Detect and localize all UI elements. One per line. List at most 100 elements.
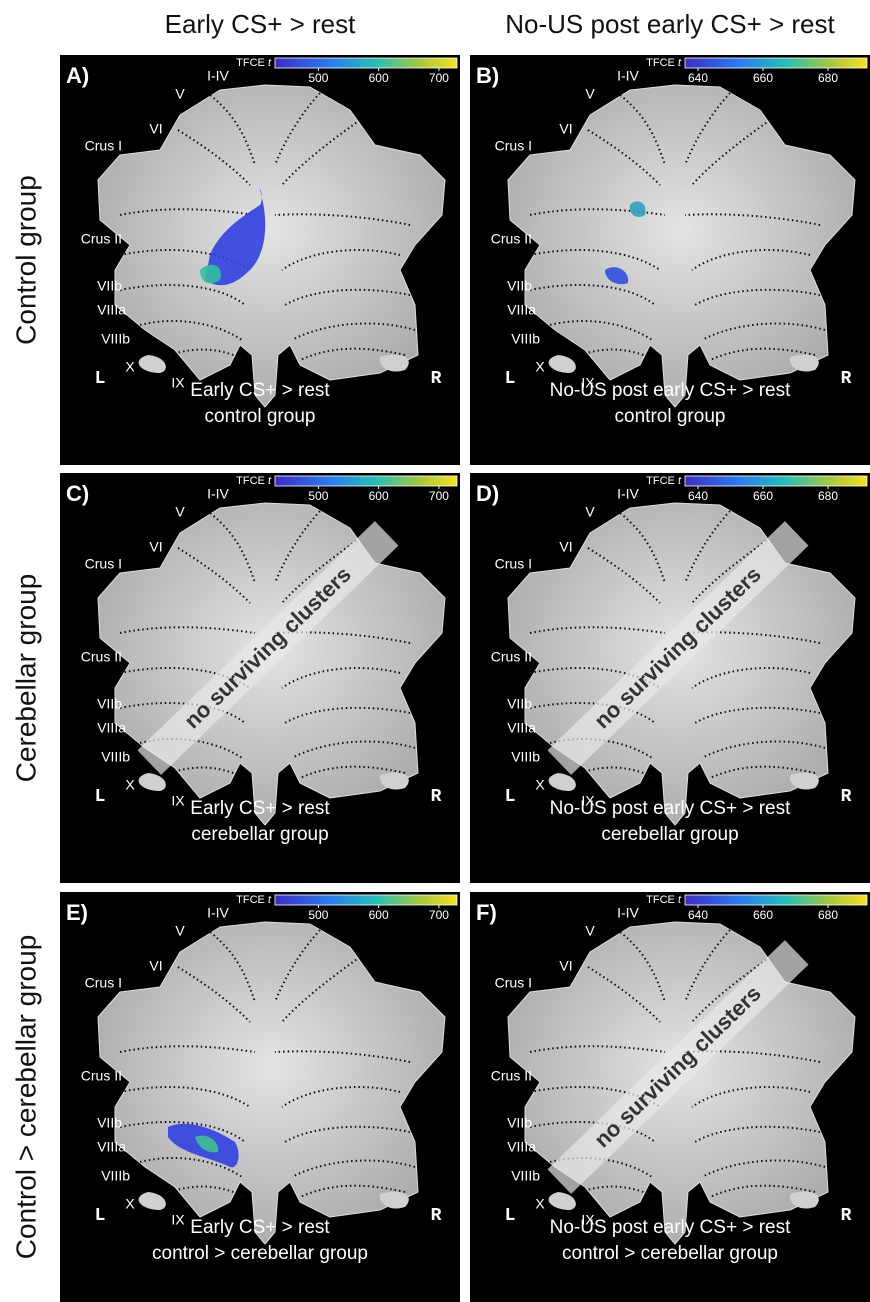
lobule-label: I-IV xyxy=(207,68,229,84)
lobule-label: Crus I xyxy=(495,975,532,991)
panel: D)TFCE t640660680I-IVVVICrus ICrus IIVII… xyxy=(470,473,870,883)
lobule-label: Crus I xyxy=(495,138,532,154)
colorbar-label: TFCE t xyxy=(236,57,272,69)
row-label: Cerebellar group xyxy=(10,574,41,783)
lobule-label: Crus I xyxy=(85,138,122,154)
panel: F)TFCE t640660680I-IVVVICrus ICrus IIVII… xyxy=(470,892,870,1302)
lobule-label: X xyxy=(535,359,545,375)
lobule-label: I-IV xyxy=(617,905,639,921)
panel-caption: cerebellar group xyxy=(191,824,328,845)
lobule-label: Crus I xyxy=(495,556,532,572)
colorbar-label: TFCE t xyxy=(646,57,682,69)
lobule-label: VIIIa xyxy=(97,720,126,736)
panel-letter: A) xyxy=(66,63,89,88)
side-label: R xyxy=(431,369,442,389)
lobule-label: X xyxy=(535,777,545,793)
panel-caption: control > cerebellar group xyxy=(562,1243,778,1264)
column-header: Early CS+ > rest xyxy=(165,9,357,39)
colorbar xyxy=(275,58,457,68)
colorbar-label: TFCE t xyxy=(236,894,272,906)
colorbar-tick-label: 640 xyxy=(688,489,708,503)
lobule-label: Crus II xyxy=(81,649,122,665)
lobule-label: VI xyxy=(149,539,162,555)
side-label: L xyxy=(505,369,516,389)
colorbar-tick-label: 700 xyxy=(429,489,449,503)
lobule-label: VI xyxy=(149,121,162,137)
panel-caption: No-US post early CS+ > rest xyxy=(550,1217,791,1238)
panel-letter: D) xyxy=(476,481,499,506)
lobule-label: VI xyxy=(559,958,572,974)
lobule-label: VIIIb xyxy=(511,749,540,765)
panel-caption: control > cerebellar group xyxy=(152,1243,368,1264)
figure: Early CS+ > rest No-US post early CS+ > r… xyxy=(0,0,870,1302)
panel-letter: B) xyxy=(476,63,499,88)
colorbar-tick-label: 680 xyxy=(818,908,838,922)
lobule-label: VIIb xyxy=(97,696,122,712)
lobule-label: Crus II xyxy=(491,231,532,247)
side-label: L xyxy=(505,787,516,807)
lobule-label: X xyxy=(535,1196,545,1212)
colorbar-tick-label: 500 xyxy=(308,71,328,85)
side-label: L xyxy=(505,1206,516,1226)
lobule-label: V xyxy=(585,923,595,939)
lobule-label: Crus I xyxy=(85,556,122,572)
panel-caption: control group xyxy=(615,406,726,427)
side-label: R xyxy=(431,787,442,807)
side-label: R xyxy=(841,369,852,389)
lobule-label: V xyxy=(585,504,595,520)
colorbar-label-text: TFCE xyxy=(646,475,675,487)
colorbar-tick-label: 500 xyxy=(308,489,328,503)
lobule-label: VIIIa xyxy=(507,302,536,318)
lobule-label: I-IV xyxy=(617,486,639,502)
colorbar-label: TFCE t xyxy=(646,475,682,487)
colorbar-label-text: TFCE xyxy=(236,57,265,69)
colorbar-tick-label: 600 xyxy=(369,908,389,922)
colorbar-tick-label: 640 xyxy=(688,908,708,922)
colorbar-label: TFCE t xyxy=(236,475,272,487)
lobule-label: VIIIb xyxy=(101,749,130,765)
lobule-label: VIIIb xyxy=(101,331,130,347)
colorbar xyxy=(685,476,867,486)
lobule-label: VIIIb xyxy=(511,1168,540,1184)
colorbar-tick-label: 640 xyxy=(688,71,708,85)
colorbar xyxy=(275,476,457,486)
lobule-label: V xyxy=(175,504,185,520)
side-label: L xyxy=(95,369,106,389)
column-header: No-US post early CS+ > rest xyxy=(505,9,835,39)
lobule-label: VIIb xyxy=(507,278,532,294)
lobule-label: VIIb xyxy=(97,278,122,294)
row-label: Control > cerebellar group xyxy=(10,935,41,1260)
side-label: R xyxy=(841,787,852,807)
colorbar-tick-label: 500 xyxy=(308,908,328,922)
panel-caption: Early CS+ > rest xyxy=(190,380,330,401)
lobule-label: X xyxy=(125,359,135,375)
lobule-label: V xyxy=(585,86,595,102)
colorbar-tick-label: 700 xyxy=(429,908,449,922)
panel-caption: cerebellar group xyxy=(601,824,738,845)
lobule-label: I-IV xyxy=(617,68,639,84)
lobule-label: VI xyxy=(559,121,572,137)
lobule-label: VIIIa xyxy=(97,1139,126,1155)
lobule-label: VIIIb xyxy=(511,331,540,347)
colorbar-tick-label: 700 xyxy=(429,71,449,85)
lobule-label: V xyxy=(175,923,185,939)
lobule-label: I-IV xyxy=(207,905,229,921)
panel-caption: No-US post early CS+ > rest xyxy=(550,798,791,819)
lobule-label: IX xyxy=(171,793,185,809)
lobule-label: VIIIa xyxy=(97,302,126,318)
colorbar-label-text: TFCE xyxy=(236,894,265,906)
lobule-label: Crus II xyxy=(491,649,532,665)
colorbar-tick-label: 680 xyxy=(818,71,838,85)
lobule-label: VI xyxy=(149,958,162,974)
panel-letter: F) xyxy=(476,900,497,925)
colorbar xyxy=(275,895,457,905)
lobule-label: V xyxy=(175,86,185,102)
panel-letter: E) xyxy=(66,900,88,925)
panel-letter: C) xyxy=(66,481,89,506)
colorbar-tick-label: 660 xyxy=(753,489,773,503)
lobule-label: Crus II xyxy=(81,1068,122,1084)
lobule-label: Crus II xyxy=(81,231,122,247)
colorbar-tick-label: 660 xyxy=(753,908,773,922)
